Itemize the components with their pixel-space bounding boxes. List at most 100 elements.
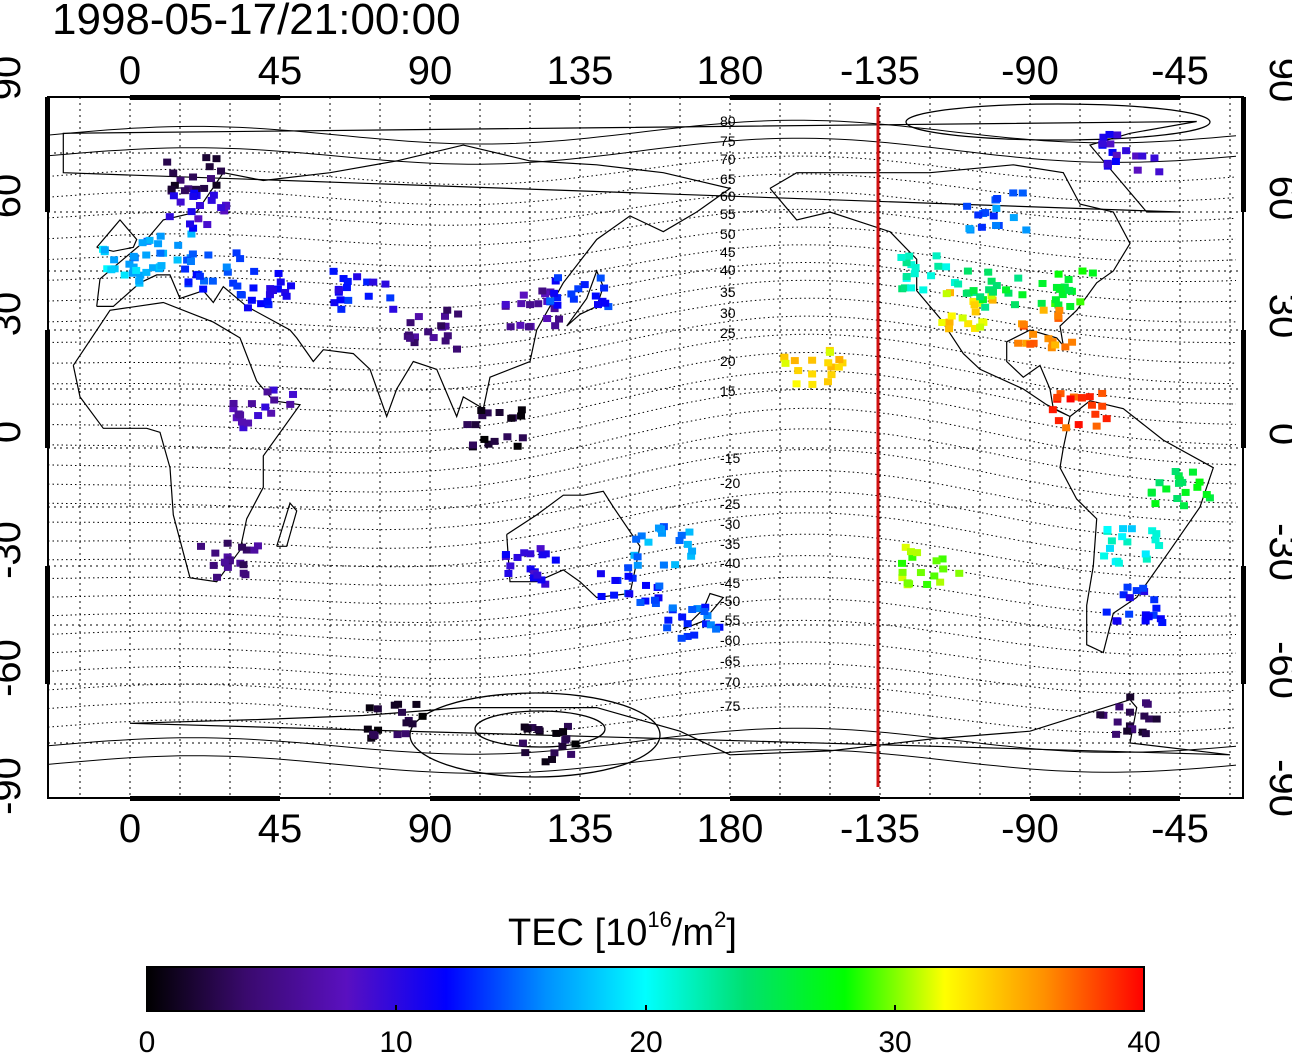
tec-cell [624,572,633,580]
tec-cell [897,253,906,261]
magnetic-contour [48,598,1237,642]
tec-cell [1151,536,1160,544]
tec-cell [1010,301,1019,309]
tec-cell [916,569,925,577]
magnetic-contours [48,103,1237,778]
colorbar-ticks: 0 10 20 30 40 [139,1005,1161,1057]
tec-cell [202,154,211,162]
tec-cell [1193,483,1202,491]
tec-cell [1002,286,1011,294]
tec-cell [1141,730,1150,738]
magnetic-contour [48,407,1237,474]
contour-label: -30 [720,516,740,532]
x-tick-label-top: -45 [1151,49,1209,93]
tec-cell [132,266,141,274]
colorbar-label: TEC [1016/m2] [508,907,737,954]
tec-cell [167,185,176,193]
tec-cell [1103,525,1112,533]
tec-cell [534,726,543,734]
y-tick-label-left: -30 [0,521,29,579]
y-tick-label-left: 60 [0,174,29,219]
tec-cell [282,292,291,300]
tec-cell [624,564,633,572]
tec-cell [1112,151,1121,159]
tec-cell [145,236,154,244]
x-tick-label-top: -135 [840,49,920,93]
magnetic-contour [48,684,1237,717]
x-tick-label-top: 180 [697,49,764,93]
tec-cell [1173,495,1182,503]
x-axis-top: 0 45 90 135 180 -135 -90 -45 [119,49,1209,93]
magnetic-contour [48,749,1237,774]
tec-cell [552,729,561,737]
tec-cell [1014,274,1023,282]
magnetic-contour [48,191,1237,226]
tec-cell [207,196,216,204]
y-tick-label-left: -60 [0,639,29,697]
tec-cell [212,155,221,163]
tec-cell [569,295,578,303]
tec-cell [683,620,692,628]
tec-cell [149,264,158,272]
tec-cell [974,211,983,219]
tec-cell [825,348,834,356]
tec-cell [963,267,972,275]
frame-tick-bar [45,97,50,212]
magnetic-contour [48,297,1237,350]
tec-cell [1123,583,1132,591]
tec-cell [1119,591,1128,599]
tec-cell [677,634,686,642]
tec-cell [1044,335,1053,343]
colorbar-tick-label: 30 [878,1026,911,1057]
tec-cell [329,267,338,275]
tec-cell [571,740,580,748]
tec-cell [1132,587,1141,595]
contour-label: -15 [720,450,740,466]
tec-cell [1133,166,1142,174]
tec-cell [1014,339,1023,347]
tec-cell [1202,491,1211,499]
tec-cell [289,390,298,398]
tec-cell [979,318,988,326]
tec-cell [454,310,463,318]
tec-cell [243,304,252,312]
tec-cell [208,277,217,285]
tec-cell [1066,302,1075,310]
coastline-segment [769,164,1131,418]
tec-cell [945,318,954,326]
tec-cell [1155,479,1164,487]
tec-cell [650,596,659,604]
tec-cell [273,285,282,293]
x-tick-label-bottom: -90 [1001,807,1059,851]
tec-cell [205,163,214,171]
tec-cell [1038,280,1047,288]
tec-cell [1148,527,1157,535]
tec-cell [908,553,917,561]
frame-tick-bar [1241,566,1246,684]
tec-cell [463,421,472,429]
tec-cell [923,580,932,588]
tec-cell [1142,555,1151,563]
frame-tick-bar [130,95,280,100]
tec-cell [506,562,515,570]
tec-cell [200,184,209,192]
magnetic-contour [48,226,1237,267]
tec-cell [678,613,687,621]
contour-label: -50 [720,593,740,609]
tec-cell [213,573,222,581]
tec-cell [965,225,974,233]
tec-cell [142,251,151,259]
tec-cell [898,574,907,582]
contour-label: 35 [720,284,736,300]
tec-cell [478,412,487,420]
tec-cell [641,597,650,605]
tec-cell [1078,267,1087,275]
y-tick-label-right: 60 [1261,176,1292,221]
tec-cell [501,551,510,559]
x-tick-label-top: 135 [547,49,614,93]
tec-cell [519,291,528,299]
tec-cell [188,250,197,258]
tec-cell [975,299,984,307]
tec-cell [250,546,259,554]
